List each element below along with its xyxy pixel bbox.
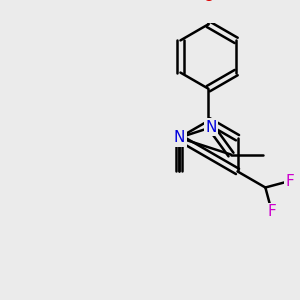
- Text: N: N: [173, 130, 185, 145]
- Text: F: F: [285, 173, 294, 188]
- Text: N: N: [206, 120, 217, 135]
- Text: F: F: [268, 204, 276, 219]
- Text: O: O: [202, 0, 214, 4]
- Text: O: O: [173, 130, 185, 145]
